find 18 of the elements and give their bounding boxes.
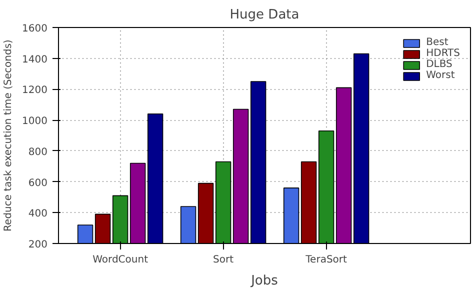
y-tick-label: 400 — [28, 208, 48, 220]
legend-label: DLBS — [426, 59, 452, 70]
legend-label: HDRTS — [426, 48, 460, 59]
x-tick-label: TeraSort — [304, 254, 348, 266]
chart-title: Huge Data — [230, 8, 300, 22]
y-axis-title: Reduce task execution time (Seconds) — [3, 39, 14, 232]
y-tick-label: 600 — [28, 178, 48, 189]
y-tick-label: 1600 — [22, 24, 48, 34]
legend-label: Worst — [426, 70, 455, 81]
y-tick-label: 1200 — [22, 85, 48, 96]
x-tick-label: Sort — [213, 254, 234, 266]
y-tick-label: 1400 — [22, 54, 48, 66]
y-tick-label: 800 — [28, 146, 48, 158]
x-axis-title: Jobs — [250, 274, 278, 288]
y-tick-label: 1000 — [22, 116, 48, 128]
x-tick-label: WordCount — [92, 254, 148, 266]
legend-label: Best — [426, 37, 448, 48]
y-tick-label: 200 — [28, 240, 48, 250]
